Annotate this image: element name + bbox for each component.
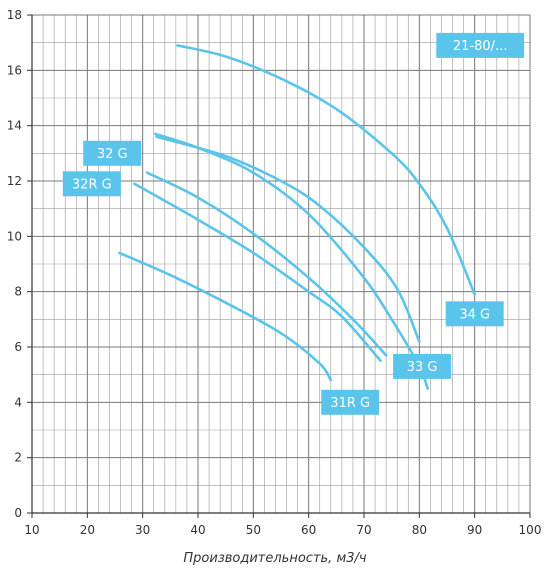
label-box	[83, 140, 142, 166]
label-text: 32 G	[97, 147, 128, 162]
label-box	[445, 301, 504, 327]
x-tick-label: 30	[135, 523, 150, 537]
x-tick-label: 20	[80, 523, 95, 537]
label-text: 31R G	[330, 396, 370, 411]
label-box	[393, 353, 452, 379]
y-tick-label: 2	[14, 451, 22, 465]
x-tick-label: 40	[190, 523, 205, 537]
y-tick-label: 12	[7, 174, 22, 188]
x-tick-label: 100	[519, 523, 542, 537]
curve-33-g	[133, 182, 382, 363]
curve-34-g	[155, 135, 421, 343]
label-box	[321, 389, 380, 415]
axes	[31, 15, 530, 514]
label-31r-g: 31R G	[321, 389, 380, 415]
x-tick-label: 70	[356, 523, 371, 537]
label-box	[62, 171, 121, 197]
label-33-g: 33 G	[393, 353, 452, 379]
label-text: 33 G	[407, 360, 438, 375]
major-grid	[31, 14, 531, 514]
y-tick-label: 18	[7, 8, 22, 22]
x-tick-label: 10	[24, 523, 39, 537]
x-tick-label: 50	[246, 523, 261, 537]
label-32r-g: 32R G	[62, 171, 121, 197]
label-text: 21-80/...	[453, 39, 508, 54]
curve-31r-g	[118, 251, 333, 382]
y-tick-label: 0	[14, 506, 22, 520]
curve-21-80	[176, 44, 476, 296]
label-34-g: 34 G	[445, 301, 504, 327]
pump-curves	[118, 44, 476, 390]
x-axis-ticks: 10 20 30 40 50 60 70 80 90 100	[24, 513, 541, 537]
y-tick-label: 6	[14, 340, 22, 354]
label-text: 34 G	[459, 307, 490, 322]
x-tick-label: 80	[412, 523, 427, 537]
minor-grid	[31, 14, 531, 514]
y-tick-label: 14	[7, 119, 22, 133]
curve-32r-g	[145, 171, 388, 357]
label-21-80: 21-80/...	[436, 32, 525, 58]
y-tick-label: 8	[14, 285, 22, 299]
x-tick-label: 60	[301, 523, 316, 537]
label-box	[436, 32, 525, 58]
label-32-g: 32 G	[83, 140, 142, 166]
x-tick-label: 90	[467, 523, 482, 537]
y-axis-ticks: 0 2 4 6 8 10 12 14 16 18	[7, 8, 32, 520]
y-tick-label: 16	[7, 63, 22, 77]
x-axis-title: Производительность, м3/ч	[183, 551, 366, 566]
curve-32-g	[154, 132, 429, 390]
y-tick-label: 10	[7, 229, 22, 243]
curve-labels: 21-80/... 32 G 32R G 34 G 33 G 31R G	[62, 32, 525, 415]
label-text: 32R G	[72, 177, 112, 192]
y-tick-label: 4	[14, 395, 22, 409]
